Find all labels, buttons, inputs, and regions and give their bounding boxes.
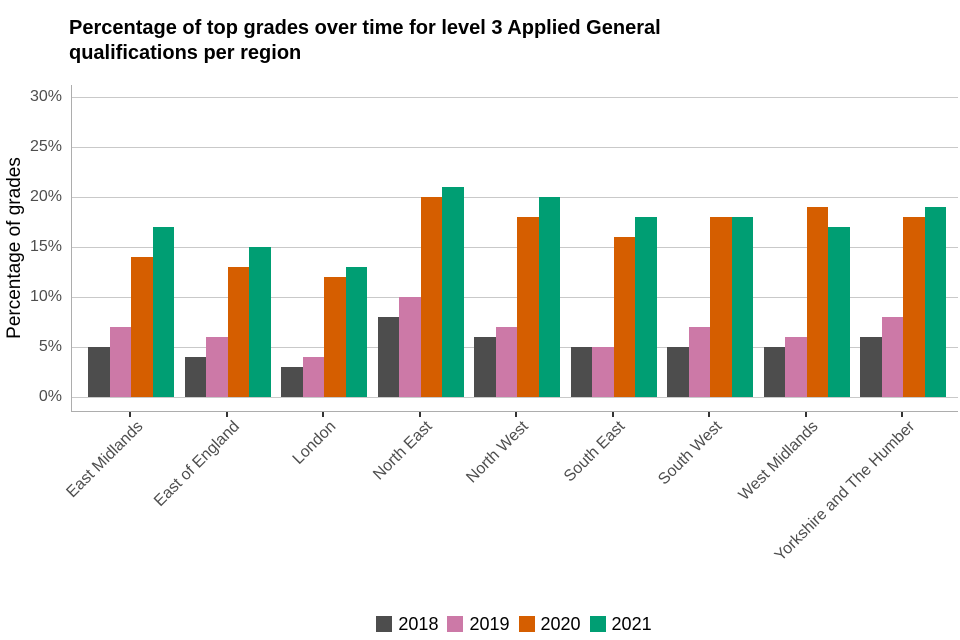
bar: [420, 197, 442, 397]
gridline: [72, 397, 958, 398]
gridline: [72, 247, 958, 248]
bar: [281, 367, 303, 397]
x-tick-label: South West: [654, 418, 726, 489]
bar-group: [377, 187, 464, 397]
x-tick: [901, 412, 903, 417]
bar-group: [763, 207, 850, 397]
bar: [184, 357, 206, 397]
x-tick: [418, 412, 421, 417]
bar: [613, 237, 635, 397]
bar: [538, 197, 560, 397]
bar: [592, 347, 614, 397]
x-tick-label: London: [289, 418, 340, 468]
bar: [881, 317, 903, 397]
legend-item: 2019: [447, 613, 510, 635]
bar: [570, 347, 592, 397]
bar: [324, 277, 346, 397]
y-tick-label: 10%: [29, 288, 62, 305]
y-tick-label: 25%: [29, 138, 62, 155]
x-tick: [708, 412, 710, 417]
x-tick-label: West Midlands: [735, 418, 822, 505]
legend-swatch: [518, 616, 535, 632]
bar: [828, 227, 850, 397]
chart-title: Percentage of top grades over time for l…: [69, 16, 661, 66]
legend-label: 2020: [540, 613, 581, 634]
legend-item: 2020: [518, 613, 581, 635]
bar-group: [281, 267, 367, 397]
bar: [924, 207, 946, 397]
bar: [345, 267, 367, 397]
bar: [806, 207, 828, 397]
bar: [785, 337, 807, 397]
legend-swatch: [447, 616, 464, 632]
gridline: [72, 97, 958, 98]
chart-title-line2: qualifications per region: [69, 42, 302, 64]
x-tick-label: North West: [463, 418, 533, 487]
bar: [442, 187, 464, 397]
x-tick: [322, 412, 324, 417]
legend-label: 2021: [611, 613, 652, 634]
bar: [249, 247, 271, 397]
legend-label: 2019: [469, 613, 510, 634]
y-tick-label: 15%: [29, 238, 62, 255]
bar: [710, 217, 732, 397]
x-tick: [225, 412, 228, 417]
x-tick: [611, 412, 614, 417]
bar: [377, 317, 399, 397]
bar: [860, 337, 882, 397]
plot-panel: [71, 85, 958, 412]
bar: [227, 267, 249, 397]
y-tick-label: 20%: [29, 188, 62, 205]
legend-swatch: [376, 616, 393, 632]
bar: [667, 347, 689, 397]
y-tick-label: 5%: [38, 338, 62, 355]
legend-item: 2018: [376, 614, 438, 635]
bar: [517, 217, 539, 397]
bar-group: [184, 247, 271, 397]
gridline: [72, 147, 958, 148]
bar: [88, 347, 110, 397]
bar: [635, 217, 657, 397]
bar: [903, 217, 925, 397]
chart-title-line1: Percentage of top grades over time for l…: [69, 17, 661, 39]
gridline: [72, 297, 958, 298]
bar: [152, 227, 174, 397]
legend: 2018 2019 2020 2021: [71, 611, 957, 637]
bar-group: [474, 197, 560, 397]
y-tick-label: 0%: [38, 388, 62, 405]
bar: [399, 297, 421, 397]
gridline: [72, 197, 958, 198]
bar: [206, 337, 228, 397]
bar: [109, 327, 131, 397]
x-tick-label: East Midlands: [62, 418, 147, 502]
bar-group: [570, 217, 657, 397]
x-tick: [515, 412, 517, 417]
bar-group: [860, 207, 946, 397]
legend-label: 2018: [398, 613, 439, 634]
bar: [688, 327, 710, 397]
x-tick-label: North East: [370, 418, 436, 484]
x-tick-label: East of England: [150, 418, 243, 510]
bar: [131, 257, 153, 397]
legend-item: 2021: [589, 613, 652, 635]
legend-swatch: [589, 616, 606, 632]
bar-group: [667, 217, 753, 397]
x-tick: [804, 412, 807, 417]
bar: [302, 357, 324, 397]
bar-group: [88, 227, 174, 397]
bar: [763, 347, 785, 397]
bar: [474, 337, 496, 397]
bar: [731, 217, 753, 397]
x-tick: [129, 412, 131, 417]
y-tick-label: 30%: [29, 88, 62, 105]
bar: [495, 327, 517, 397]
x-tick-label: South East: [561, 418, 629, 486]
